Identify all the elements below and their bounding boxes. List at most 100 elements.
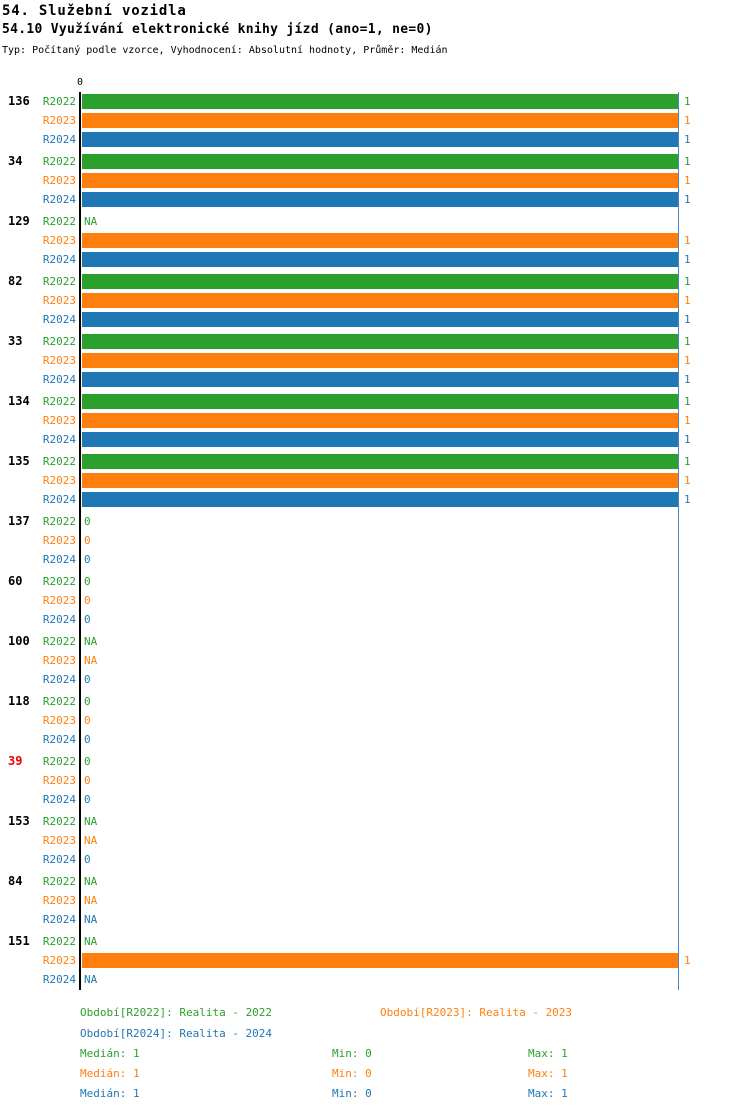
bar-row: R2023 0	[0, 531, 750, 550]
bar-group-118: 118 R2022 0 R2023 0 R2024 0	[0, 692, 750, 752]
min-r2024: Min: 0	[332, 1087, 372, 1100]
series-label: R2023	[42, 534, 76, 547]
bar-row: R2024 1	[0, 130, 750, 149]
value-label: 1	[684, 133, 691, 146]
value-label: 1	[684, 433, 691, 446]
value-label: 1	[684, 474, 691, 487]
value-label: 1	[684, 954, 691, 967]
bar-group-82: 82 R2022 1 R2023 1 R2024 1	[0, 272, 750, 332]
value-label: 1	[684, 373, 691, 386]
bar-row: R2022 0	[0, 692, 750, 711]
group-id-label: 39	[8, 754, 23, 768]
series-label: R2022	[42, 815, 76, 828]
series-label: R2023	[42, 174, 76, 187]
median-r2023: Medián: 1	[80, 1067, 140, 1080]
bar	[82, 113, 678, 128]
bar	[82, 432, 678, 447]
bar-row: R2022 1	[0, 452, 750, 471]
bar	[82, 394, 678, 409]
series-label: R2024	[42, 853, 76, 866]
series-label: R2024	[42, 673, 76, 686]
series-label: R2024	[42, 133, 76, 146]
bar-row: R2023 0	[0, 591, 750, 610]
bar-row: R2024 0	[0, 550, 750, 569]
bar-row: R2022 0	[0, 572, 750, 591]
bar-row: R2024 0	[0, 790, 750, 809]
bar-group-84: 84 R2022 NA R2023 NA R2024 NA	[0, 872, 750, 932]
na-label: NA	[84, 894, 98, 907]
value-label: 1	[684, 234, 691, 247]
x-axis-zero-tick: 0	[76, 77, 84, 88]
value-label: 1	[684, 354, 691, 367]
bar-row: R2023 1	[0, 951, 750, 970]
max-r2022: Max: 1	[528, 1047, 568, 1060]
group-id-label: 118	[8, 694, 30, 708]
bar-group-34: 34 R2022 1 R2023 1 R2024 1	[0, 152, 750, 212]
bar-group-100: 100 R2022 NA R2023 NA R2024 0	[0, 632, 750, 692]
series-label: R2022	[42, 335, 76, 348]
value-label: 1	[684, 313, 691, 326]
bar-group-129: 129 R2022 NA R2023 1 R2024 1	[0, 212, 750, 272]
bar-row: R2024 1	[0, 250, 750, 269]
bar-row: R2022 1	[0, 92, 750, 111]
bar-row: R2024 NA	[0, 970, 750, 989]
value-label: 0	[84, 534, 91, 547]
bar-group-33: 33 R2022 1 R2023 1 R2024 1	[0, 332, 750, 392]
series-label: R2022	[42, 695, 76, 708]
max-r2024: Max: 1	[528, 1087, 568, 1100]
value-label: 1	[684, 174, 691, 187]
bar-row: R2023 1	[0, 291, 750, 310]
bar	[82, 252, 678, 267]
median-r2024: Medián: 1	[80, 1087, 140, 1100]
chart-title-line2: 54.10 Využívání elektronické knihy jízd …	[2, 22, 433, 37]
series-label: R2023	[42, 774, 76, 787]
value-label: 1	[684, 395, 691, 408]
bar-row: R2023 NA	[0, 831, 750, 850]
bar-row: R2022 NA	[0, 812, 750, 831]
bar	[82, 154, 678, 169]
series-label: R2022	[42, 515, 76, 528]
group-id-label: 137	[8, 514, 30, 528]
bar-row: R2024 0	[0, 610, 750, 629]
value-label: 0	[84, 673, 91, 686]
value-label: 0	[84, 594, 91, 607]
bar-row: R2023 NA	[0, 891, 750, 910]
bar-row: R2022 0	[0, 512, 750, 531]
series-label: R2023	[42, 474, 76, 487]
group-id-label: 34	[8, 154, 23, 168]
bar-group-135: 135 R2022 1 R2023 1 R2024 1	[0, 452, 750, 512]
series-label: R2023	[42, 834, 76, 847]
bar-row: R2024 1	[0, 370, 750, 389]
bar	[82, 274, 678, 289]
bar-row: R2023 1	[0, 471, 750, 490]
value-label: 1	[684, 294, 691, 307]
value-label: 1	[684, 155, 691, 168]
series-label: R2022	[42, 215, 76, 228]
bar-group-136: 136 R2022 1 R2023 1 R2024 1	[0, 92, 750, 152]
series-label: R2022	[42, 395, 76, 408]
bar-row: R2024 1	[0, 430, 750, 449]
series-label: R2023	[42, 294, 76, 307]
series-label: R2024	[42, 373, 76, 386]
value-label: 1	[684, 455, 691, 468]
series-label: R2022	[42, 635, 76, 648]
bar	[82, 953, 678, 968]
series-label: R2023	[42, 714, 76, 727]
value-label: 0	[84, 515, 91, 528]
bar-group-153: 153 R2022 NA R2023 NA R2024 0	[0, 812, 750, 872]
series-label: R2022	[42, 575, 76, 588]
series-label: R2024	[42, 553, 76, 566]
bar-row: R2022 1	[0, 272, 750, 291]
value-label: 0	[84, 793, 91, 806]
value-label: 0	[84, 853, 91, 866]
bar-row: R2022 NA	[0, 872, 750, 891]
bar-row: R2023 1	[0, 111, 750, 130]
legend-item-r2023: Období[R2023]: Realita - 2023	[380, 1006, 573, 1019]
bar	[82, 132, 678, 147]
value-label: 0	[84, 695, 91, 708]
bar-row: R2023 NA	[0, 651, 750, 670]
bar	[82, 334, 678, 349]
bar	[82, 173, 678, 188]
series-label: R2024	[42, 433, 76, 446]
